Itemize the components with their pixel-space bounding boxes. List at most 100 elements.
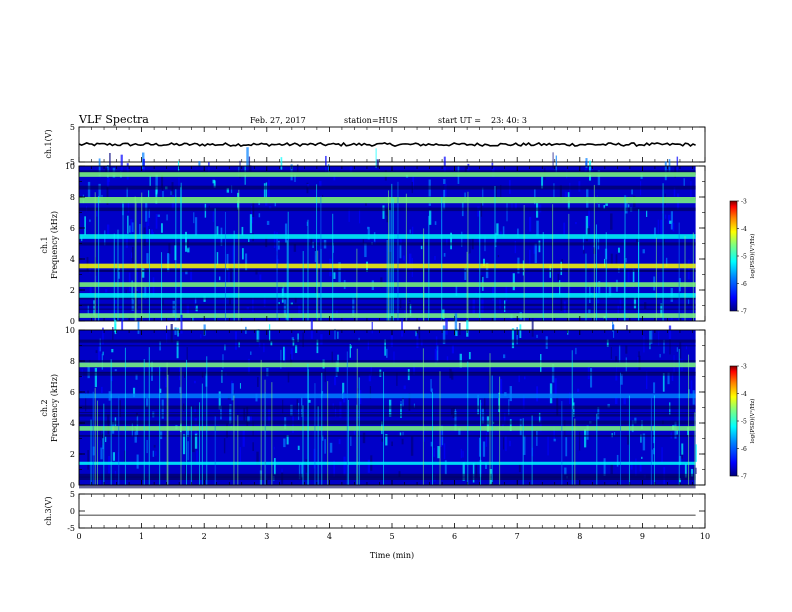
spectrogram-cell [467,163,470,171]
spec2-ylabel-freq: Frequency (kHz) [50,374,59,442]
spectrogram-cell [132,387,136,398]
spectrogram-cell [653,448,655,455]
start-time-value: 23: 40: 3 [491,116,527,125]
figure-title: VLF Spectra [78,113,149,126]
spectrogram-gap [79,170,696,173]
spectrogram-cell [563,301,566,313]
spectrogram-cell [665,257,668,267]
spectrogram-cell [127,200,130,213]
spectrogram-spike [159,366,161,485]
spectrogram-cell [669,339,671,355]
spectrogram-spike [201,383,203,485]
spectrogram-gap [79,371,696,373]
spectrogram-cell [171,182,174,199]
spectrogram-spike [98,196,100,321]
y-tick-label: 2 [70,286,75,295]
spectrogram-cell [529,249,531,266]
x-tick-label: 0 [76,532,81,541]
spectrogram-cell [653,382,656,394]
spectrogram-cell [552,152,554,169]
spectrogram-cell [229,264,232,283]
spectrogram-cell [504,300,506,313]
x-tick-label: 4 [327,532,332,541]
start-ut-label: start UT = [438,116,481,125]
spectrogram-cell [349,165,353,174]
spectrogram-cell [482,187,484,206]
spectrogram-cell [193,212,195,224]
spectrogram-cell [633,296,637,309]
spectrogram-cell [263,294,266,307]
spectrogram-gap [79,185,696,190]
spectrogram-spike [574,418,576,485]
spectrogram-cell [693,467,695,470]
spectrogram-cell [112,327,114,340]
spectrogram-cell [216,226,219,238]
y-tick-label: 5 [70,123,75,132]
spectrogram-cell [160,223,163,233]
spectrogram-cell [89,219,91,222]
spectrogram-cell [190,269,193,281]
spectrogram-cell [502,226,505,238]
spectrogram-cell [484,397,486,413]
spectrogram-cell [358,209,361,224]
spectrogram-cell [439,428,443,448]
spectrogram-cell [146,222,148,243]
spectrogram-gap [79,372,696,376]
spectrogram-cell [503,354,506,359]
spectrogram-cell [399,237,402,244]
spectrogram-cell [183,373,186,378]
spectrogram-spike [260,359,262,485]
spectrogram-spike [386,239,388,321]
spectrogram-spike [388,190,390,321]
spectrogram-cell [557,273,560,281]
spectrogram-cell [538,240,541,253]
spectrogram-cell [297,445,300,451]
spectrogram-spike [467,191,469,321]
colorbar-gradient [729,365,738,477]
spectrogram-cell [660,219,663,239]
ch2-spectrogram-panel: 0 2 4 6 8 10 [65,313,706,490]
spectrogram-cell [511,202,513,210]
spectrogram-cell [335,406,337,417]
spectrogram-cell [625,345,628,354]
spectrogram-cell [249,165,252,172]
spectrogram-cell [402,255,405,261]
spectrogram-cell [147,211,150,226]
spectrogram-cell [587,228,590,237]
spectrogram-cell [362,432,366,444]
spectrogram-band [79,461,696,465]
spectrogram-cell [399,244,402,259]
spectrogram-cell [645,210,648,217]
spectrogram-cell [331,351,333,365]
spectrogram-cell [400,400,402,408]
spectrogram-cell [319,181,322,187]
spectrogram-cell [399,432,402,436]
spectrogram-spike [356,348,358,485]
x-tick-label: 3 [264,532,269,541]
spectrogram-cell [408,393,411,411]
spectrogram-cell [144,286,147,299]
spectrogram-cell [114,369,117,372]
x-tick-label: 9 [640,532,645,541]
spectrogram-cell [585,158,588,168]
spectrogram-cell [114,319,117,333]
spectrogram-spike [237,415,239,485]
y-tick-label: 4 [70,255,75,264]
y-tick-label: 4 [70,419,75,428]
spectrogram-band [79,362,696,368]
spectrogram-cell [385,208,388,216]
spectrogram-cell [468,352,471,360]
spectrogram-cell [603,458,606,476]
spectrogram-cell [619,293,622,310]
spectrogram-spike [321,372,323,485]
spectrogram-cell [585,238,588,242]
spectrogram-cell [627,270,630,285]
spectrogram-cell [485,432,488,447]
spectrogram-cell [176,340,179,359]
spectrogram-cell [152,277,155,298]
spectrogram-cell [112,452,116,461]
spectrogram-cell [560,296,563,311]
spectrogram-cell [568,284,571,300]
spectrogram-cell [152,450,155,457]
spectrogram-cell [109,152,111,169]
